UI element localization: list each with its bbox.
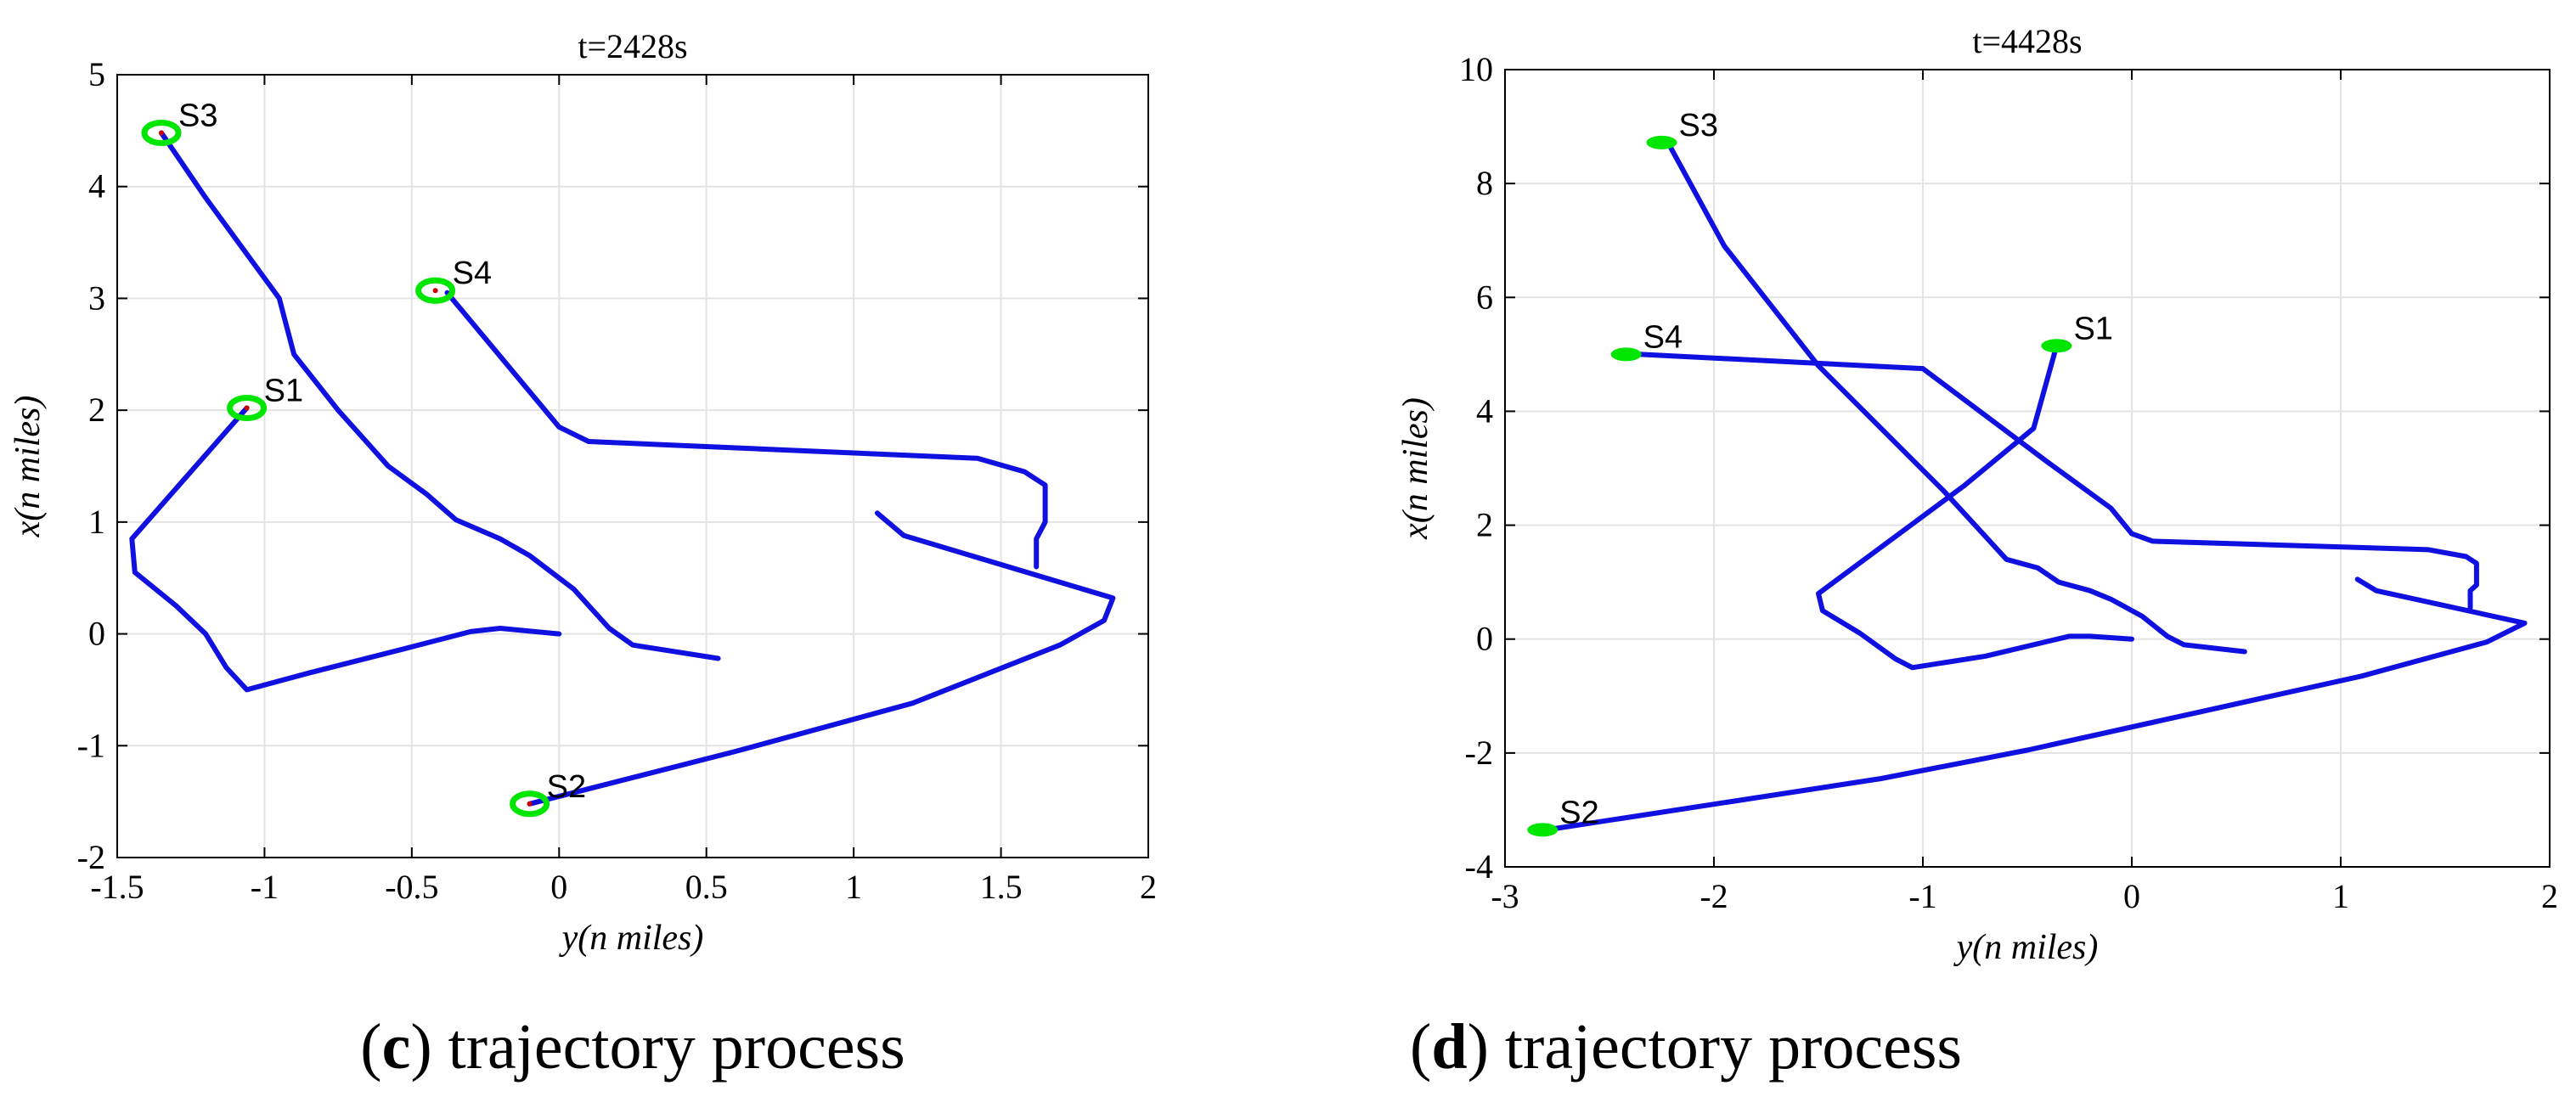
panel-d-ytick-label: 4: [1476, 391, 1493, 430]
panel-d-xtick-label: -3: [1491, 877, 1519, 915]
panel-d-xtick-label: -1: [1908, 877, 1936, 915]
panel-d-ytick-label: 2: [1476, 506, 1493, 544]
panel-c-label-s2: S2: [547, 769, 586, 805]
panel-c-xtick-label: 1.5: [980, 868, 1023, 906]
panel-d-marker-s4: [1610, 347, 1642, 362]
panel-d-plot-area: [1505, 70, 2550, 867]
panel-c-xtick-label: 1: [845, 868, 862, 906]
panel-d-marker-s3: [1646, 135, 1677, 149]
panel-d-trajectory-s1: [1816, 343, 2134, 671]
panel-c-marker-s3: [141, 119, 182, 146]
panel-c-trajectory-s3: [159, 130, 721, 661]
panel-c-ytick-label: -2: [77, 838, 105, 876]
panel-d-x-axis-label: y(n miles): [1953, 928, 2099, 967]
panel-c-y-axis-label: x(n miles): [8, 396, 48, 538]
panel-c-title: t=2428s: [578, 27, 687, 65]
panel-c-xtick-label: -0.5: [385, 868, 438, 906]
panel-c-caption: (c) trajectory process: [360, 1011, 905, 1083]
panel-c-ytick-label: 4: [88, 167, 105, 205]
panel-d-ytick-label: -4: [1465, 847, 1493, 886]
panel-c-xtick-label: -1: [251, 868, 279, 906]
panel-d-trajectory-s2: [1544, 576, 2528, 833]
panel-d-xtick-label: -2: [1699, 877, 1728, 915]
panel-c-grid: [116, 74, 1149, 858]
panel-c-xtick-label: 2: [1140, 868, 1157, 906]
panel-d-trajectory-s4: [1637, 352, 2479, 610]
panel-c-label-s1: S1: [264, 374, 303, 409]
panel-c-ytick-label: 3: [88, 278, 105, 317]
panel-d-label-s2: S2: [1559, 795, 1598, 830]
panel-c-xtick-label: 0: [550, 868, 567, 906]
panel-c-marker-s4: [415, 277, 456, 304]
panel-d-ytick-label: 0: [1476, 620, 1493, 658]
panel-c-marker-center-s3: [159, 130, 165, 136]
panel-d-label-s3: S3: [1679, 108, 1718, 143]
panel-d-ytick-label: 6: [1476, 278, 1493, 316]
panel-c-ytick-label: 0: [88, 615, 105, 653]
panel-c-label-s4: S4: [453, 256, 492, 291]
panel-c-ytick-label: -1: [77, 726, 105, 764]
panel-c-ytick-label: 5: [88, 55, 105, 93]
panel-c-plot-area: [117, 75, 1148, 858]
panel-c-trajectory-s2: [527, 510, 1116, 807]
panel-c-marker-s2: [510, 790, 550, 818]
panel-c-trajectory-s1: [129, 405, 562, 693]
panel-d-y-axis-label: x(n miles): [1396, 397, 1435, 540]
panel-c-marker-s1: [227, 395, 268, 422]
panel-c-trajectory-s4: [444, 290, 1048, 570]
panel-c-ytick-label: 2: [88, 391, 105, 429]
panel-d-caption: (d) trajectory process: [1410, 1011, 1962, 1083]
panel-d-marker-s2: [1527, 823, 1559, 837]
panel-c-marker-center-s1: [244, 405, 250, 411]
panel-d-ytick-label: 10: [1459, 50, 1493, 88]
panel-c-label-s3: S3: [178, 98, 217, 133]
panel-d-xtick-label: 2: [2541, 877, 2558, 915]
panel-d-ytick-label: 8: [1476, 164, 1493, 202]
panel-c-axes-box: [116, 74, 1149, 858]
panel-c-marker-center-s2: [527, 801, 533, 807]
panel-c-xtick-label: 0.5: [685, 868, 728, 906]
panel-c-marker-center-s4: [432, 288, 438, 294]
panel-d-title: t=4428s: [1972, 22, 2082, 60]
panel-d-xtick-label: 0: [2123, 877, 2140, 915]
panel-c-xtick-label: -1.5: [90, 868, 144, 906]
panel-d-trajectory-plot: S1 S2 S3 S4 -3 -2 -1 0 1 2 -4 -2 0 2 4 6 8 10 t=4428s y(n m…: [1396, 22, 2558, 1083]
panel-d-axes-box: [1504, 69, 2551, 868]
panel-c-trajectory-plot: S1 S2 S3 S4 -1.5 -1 -0.5 0 0.5 1 1.5 2 -2 -1 0 1 2 3 4 5 t=2…: [8, 27, 1157, 1083]
panel-c-x-axis-label: y(n miles): [559, 919, 704, 958]
panel-d-xtick-label: 1: [2332, 877, 2349, 915]
panel-d-label-s1: S1: [2073, 311, 2112, 346]
panel-d-label-s4: S4: [1643, 319, 1683, 355]
panel-d-ytick-label: -2: [1465, 734, 1493, 772]
panel-d-marker-s1: [2041, 339, 2072, 353]
panel-c-ytick-label: 1: [88, 503, 105, 541]
